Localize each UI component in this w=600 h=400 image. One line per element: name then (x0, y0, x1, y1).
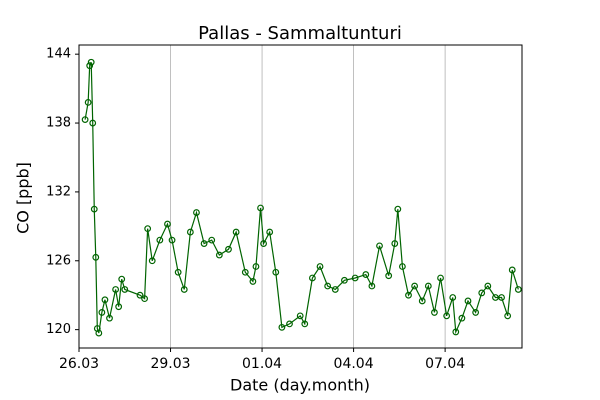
data-point (174, 268, 182, 276)
x-axis-label: Date (day.month) (230, 376, 370, 395)
data-point (208, 236, 216, 244)
data-point (278, 323, 286, 331)
data-point (478, 289, 486, 297)
data-point (324, 282, 332, 290)
data-point (458, 314, 466, 322)
data-point (405, 291, 412, 299)
data-point (514, 286, 522, 293)
data-point (112, 286, 120, 293)
data-point (472, 309, 480, 316)
data-point (341, 276, 348, 284)
data-point (301, 320, 309, 328)
data-point (215, 251, 223, 259)
data-point (308, 274, 316, 282)
data-point (148, 257, 156, 265)
data-point (331, 286, 339, 293)
y-tick-label: 126 (46, 253, 71, 268)
x-tick-label: 04.04 (334, 356, 374, 372)
data-point (391, 240, 399, 247)
data-point (141, 295, 148, 303)
data-point (86, 62, 94, 70)
data-point (115, 303, 123, 311)
data-point (180, 286, 188, 293)
data-point (257, 204, 264, 212)
data-point (101, 296, 109, 304)
data-point (193, 209, 200, 216)
data-point (411, 282, 419, 290)
data-point (385, 272, 393, 280)
data-point (241, 268, 249, 276)
data-point (504, 312, 512, 320)
data-point (156, 236, 164, 244)
x-tick-label: 01.04 (242, 356, 282, 372)
data-point (90, 205, 98, 213)
data-point (168, 236, 176, 244)
data-point (98, 309, 106, 316)
y-tick-label: 144 (46, 47, 71, 62)
data-point (232, 228, 240, 236)
data-point (437, 274, 444, 282)
data-point (164, 220, 171, 228)
data-point (81, 116, 89, 124)
data-point (200, 240, 208, 247)
data-point (399, 263, 406, 270)
data-point (84, 98, 92, 106)
x-tick-label: 26.03 (59, 356, 99, 372)
data-point (92, 253, 100, 261)
data-point (272, 268, 280, 276)
y-tick-label: 132 (46, 184, 71, 199)
data-line (84, 61, 519, 335)
data-point (186, 228, 194, 236)
data-point (260, 240, 267, 247)
data-point (249, 278, 257, 285)
data-point (316, 263, 324, 270)
chart-title: Pallas - Sammaltunturi (198, 23, 402, 44)
data-point (121, 286, 129, 293)
data-point (484, 282, 492, 290)
data-point (87, 58, 95, 66)
data-point (266, 228, 274, 236)
data-point (508, 266, 516, 274)
data-point (431, 309, 438, 316)
data-point (498, 294, 505, 301)
y-tick-label: 120 (46, 322, 71, 337)
data-point (449, 294, 457, 301)
data-point (136, 291, 144, 299)
plot-frame (78, 44, 523, 349)
data-point (443, 312, 451, 320)
y-tick-label: 138 (46, 116, 71, 131)
data-point (252, 263, 260, 270)
x-tick-label: 07.04 (425, 356, 465, 372)
data-point (376, 242, 383, 250)
data-point (225, 245, 232, 253)
data-point (351, 274, 359, 282)
data-point (464, 297, 472, 305)
data-point (452, 328, 460, 336)
data-point (424, 282, 432, 290)
data-point (368, 282, 376, 290)
data-point (106, 314, 113, 322)
data-point (418, 297, 426, 305)
data-point (296, 312, 304, 320)
data-point (394, 205, 402, 213)
x-tick-label: 29.03 (150, 356, 190, 372)
data-point (95, 329, 103, 337)
data-point (286, 320, 293, 328)
data-point (89, 119, 97, 127)
y-axis-label: CO [ppb] (14, 162, 33, 234)
data-point (144, 225, 152, 233)
data-point (362, 271, 370, 278)
data-point (118, 275, 126, 283)
